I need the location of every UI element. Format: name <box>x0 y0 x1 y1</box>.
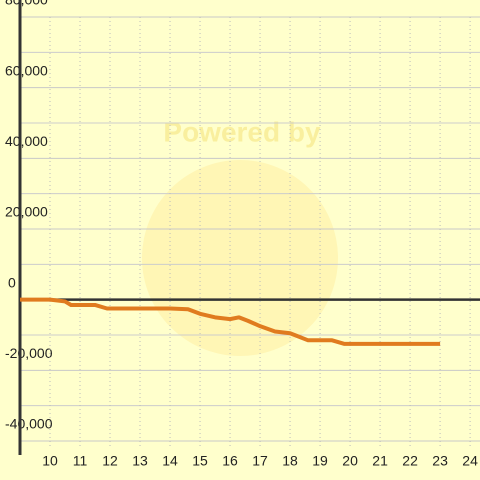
data-line <box>20 297 441 346</box>
x-tick-label: 11 <box>73 453 88 469</box>
y-tick-label: 40,000 <box>5 133 48 149</box>
x-tick-label: 20 <box>342 453 358 469</box>
y-tick-label: -40,000 <box>5 416 53 432</box>
x-tick-label: 13 <box>132 453 148 469</box>
x-tick-label: 19 <box>312 453 328 469</box>
y-tick-label: -20,000 <box>5 345 53 361</box>
x-tick-label: 14 <box>162 453 178 469</box>
y-tick-label: 60,000 <box>5 62 48 78</box>
x-tick-label: 16 <box>222 453 238 469</box>
y-tick-label: 80,000 <box>5 0 48 8</box>
x-tick-label: 17 <box>252 453 268 469</box>
watermark-logo <box>142 160 338 356</box>
x-tick-label: 15 <box>192 453 208 469</box>
x-tick-label: 23 <box>432 453 448 469</box>
y-tick-label: 20,000 <box>5 204 48 220</box>
x-tick-label: 24 <box>462 453 478 469</box>
y-tick-label: 0 <box>8 274 16 290</box>
x-tick-label: 18 <box>282 453 298 469</box>
x-tick-label: 21 <box>372 453 388 469</box>
watermark: Powered by <box>163 116 321 147</box>
x-tick-label: 10 <box>42 453 58 469</box>
x-tick-label: 22 <box>402 453 418 469</box>
x-tick-label: 12 <box>102 453 118 469</box>
